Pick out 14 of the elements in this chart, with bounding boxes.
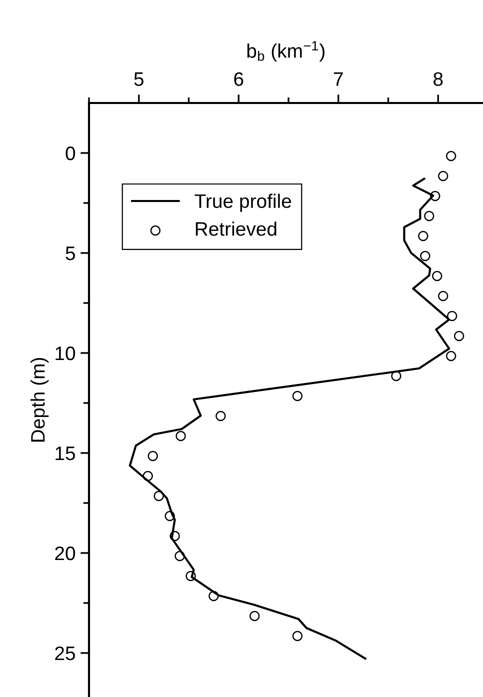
y-tick-label: 25 [55, 646, 75, 660]
y-tick-label: 10 [56, 346, 76, 360]
y-tick-label: 20 [55, 546, 76, 560]
legend-label: Retrieved [196, 222, 276, 236]
x-tick-label: 8 [434, 72, 443, 86]
x-axis-title: b$_{b}$ (km$^{−1}$) [247, 41, 324, 62]
x-tick-label: 5 [134, 72, 144, 86]
legend-label: True profile [194, 194, 292, 212]
y-axis-title: Depth (m) [30, 358, 49, 442]
y-tick-label: 15 [56, 446, 75, 460]
y-tick-label: 0 [66, 146, 76, 160]
y-tick-label: 5 [66, 246, 75, 260]
x-tick-label: 6 [234, 72, 244, 86]
x-tick-label: 7 [334, 72, 343, 86]
